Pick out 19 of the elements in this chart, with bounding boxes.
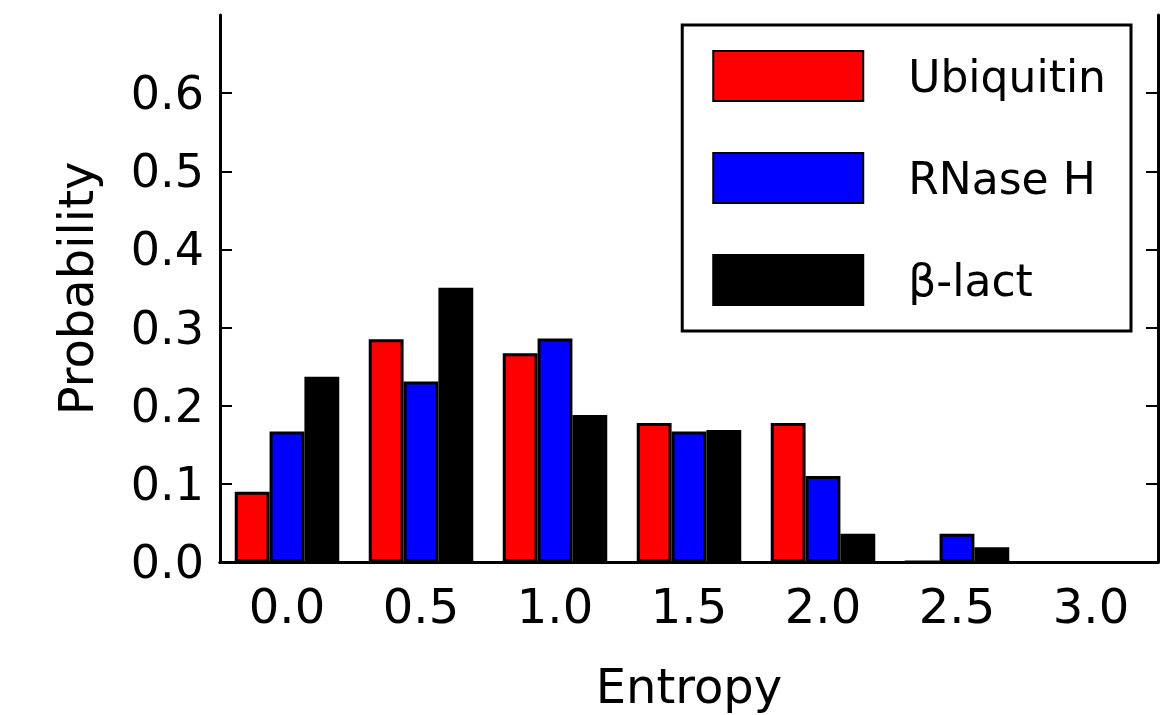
x-tick-label: 1.0: [516, 578, 594, 634]
x-tick-label: 2.0: [784, 578, 862, 634]
legend-label: β-lact: [908, 254, 1033, 306]
y-axis-title: Probability: [48, 161, 104, 416]
x-tick-label: 1.5: [650, 578, 728, 634]
x-tick-label: 2.5: [918, 578, 996, 634]
y-tick-label: 0.3: [130, 300, 204, 355]
x-axis-title: Entropy: [595, 658, 783, 714]
y-tick-label: 0.6: [130, 66, 204, 121]
x-tick-label: 3.0: [1052, 578, 1130, 634]
y-tick-label: 0.2: [130, 378, 204, 433]
x-tick-label: 0.0: [248, 578, 326, 634]
y-tick-label: 0.5: [130, 144, 204, 199]
y-tick-label: 0.0: [130, 535, 204, 589]
y-tick-label: 0.4: [130, 222, 204, 277]
x-tick-label: 0.5: [382, 578, 460, 634]
y-tick-label: 0.1: [130, 456, 204, 511]
legend-label: RNase H: [908, 152, 1096, 204]
legend-label: Ubiquitin: [908, 50, 1106, 102]
